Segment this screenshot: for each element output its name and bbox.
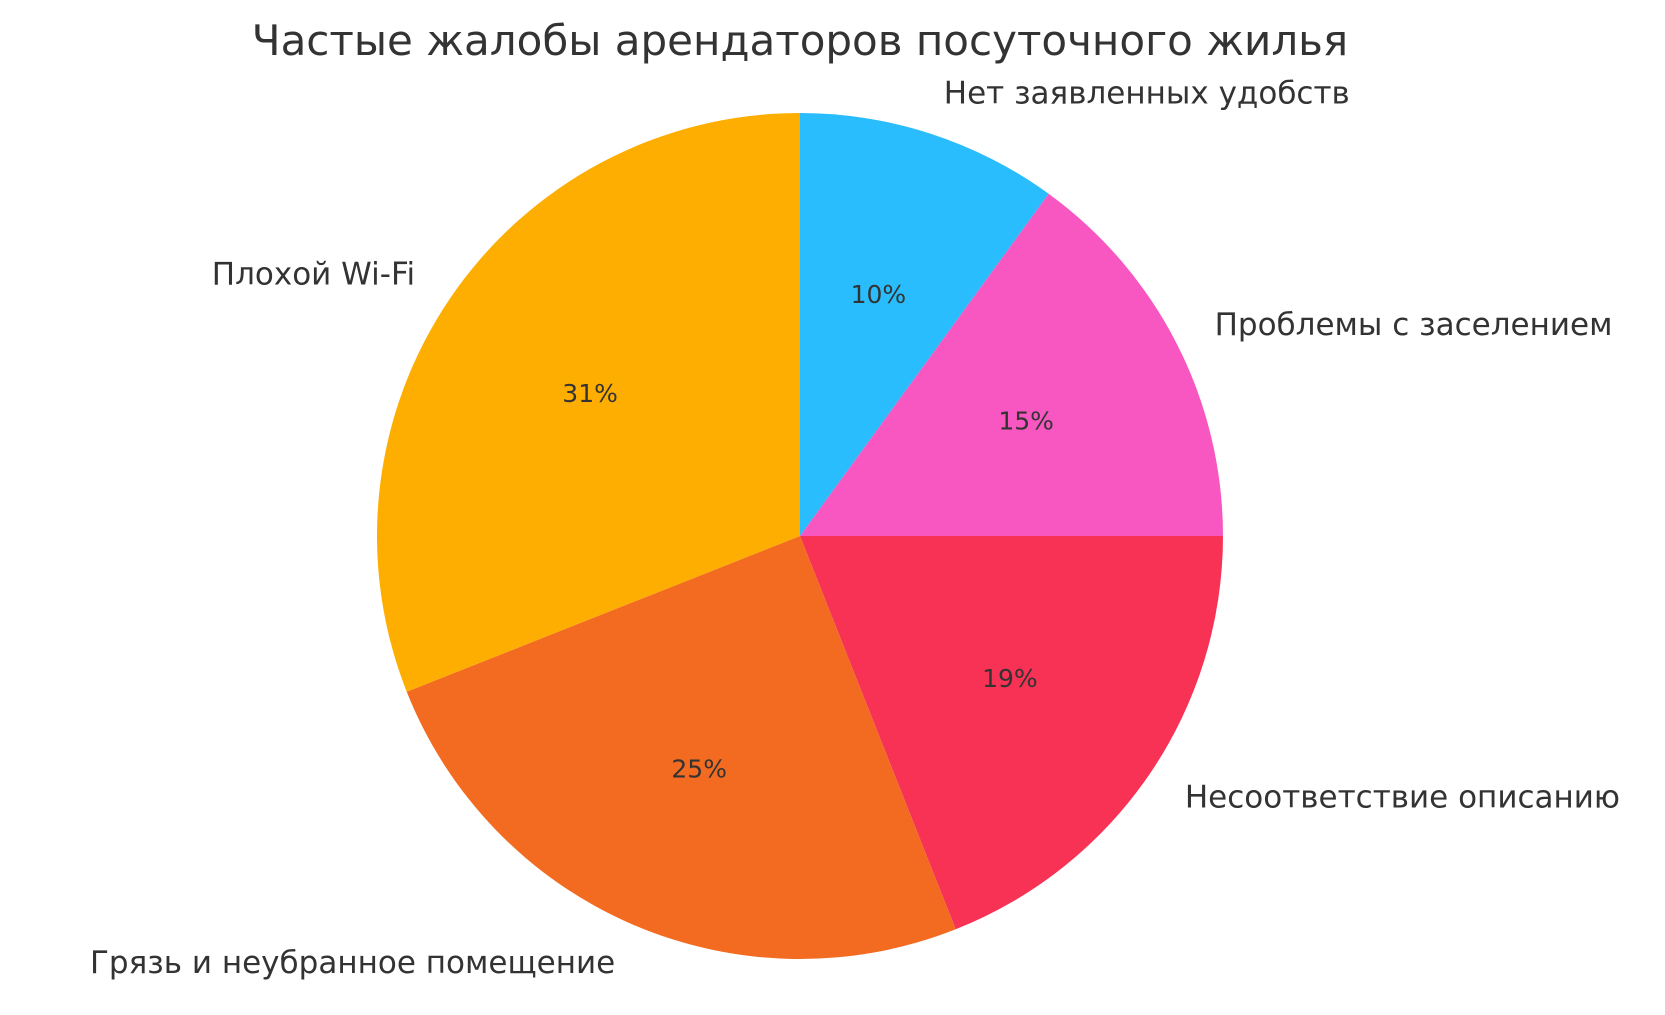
slice-label-2: Проблемы с заселением [1215,307,1613,343]
percent-label-5: 31% [562,379,618,408]
percent-labels: 10% 15% 19% 25% 31% [562,280,1054,783]
chart-title: Частые жалобы арендаторов посуточного жи… [252,16,1348,65]
slice-label-3: Несоответствие описанию [1185,780,1620,816]
pie-slice-1 [800,113,1049,536]
slice-label-4: Грязь и неубранное помещение [90,945,615,981]
pie-slices [377,113,1223,959]
percent-label-2: 15% [998,406,1054,435]
percent-label-1: 10% [851,280,907,309]
slice-label-1: Нет заявленных удобств [944,75,1350,111]
percent-label-4: 25% [671,754,727,783]
percent-label-3: 19% [982,664,1038,693]
pie-slice-3 [800,536,1223,930]
pie-slice-4 [406,536,956,959]
slice-label-5: Плохой Wi-Fi [212,256,415,292]
slice-labels: Нет заявленных удобств Проблемы с заселен… [90,75,1620,981]
pie-slice-5 [377,113,800,692]
pie-slice-2 [800,193,1223,536]
